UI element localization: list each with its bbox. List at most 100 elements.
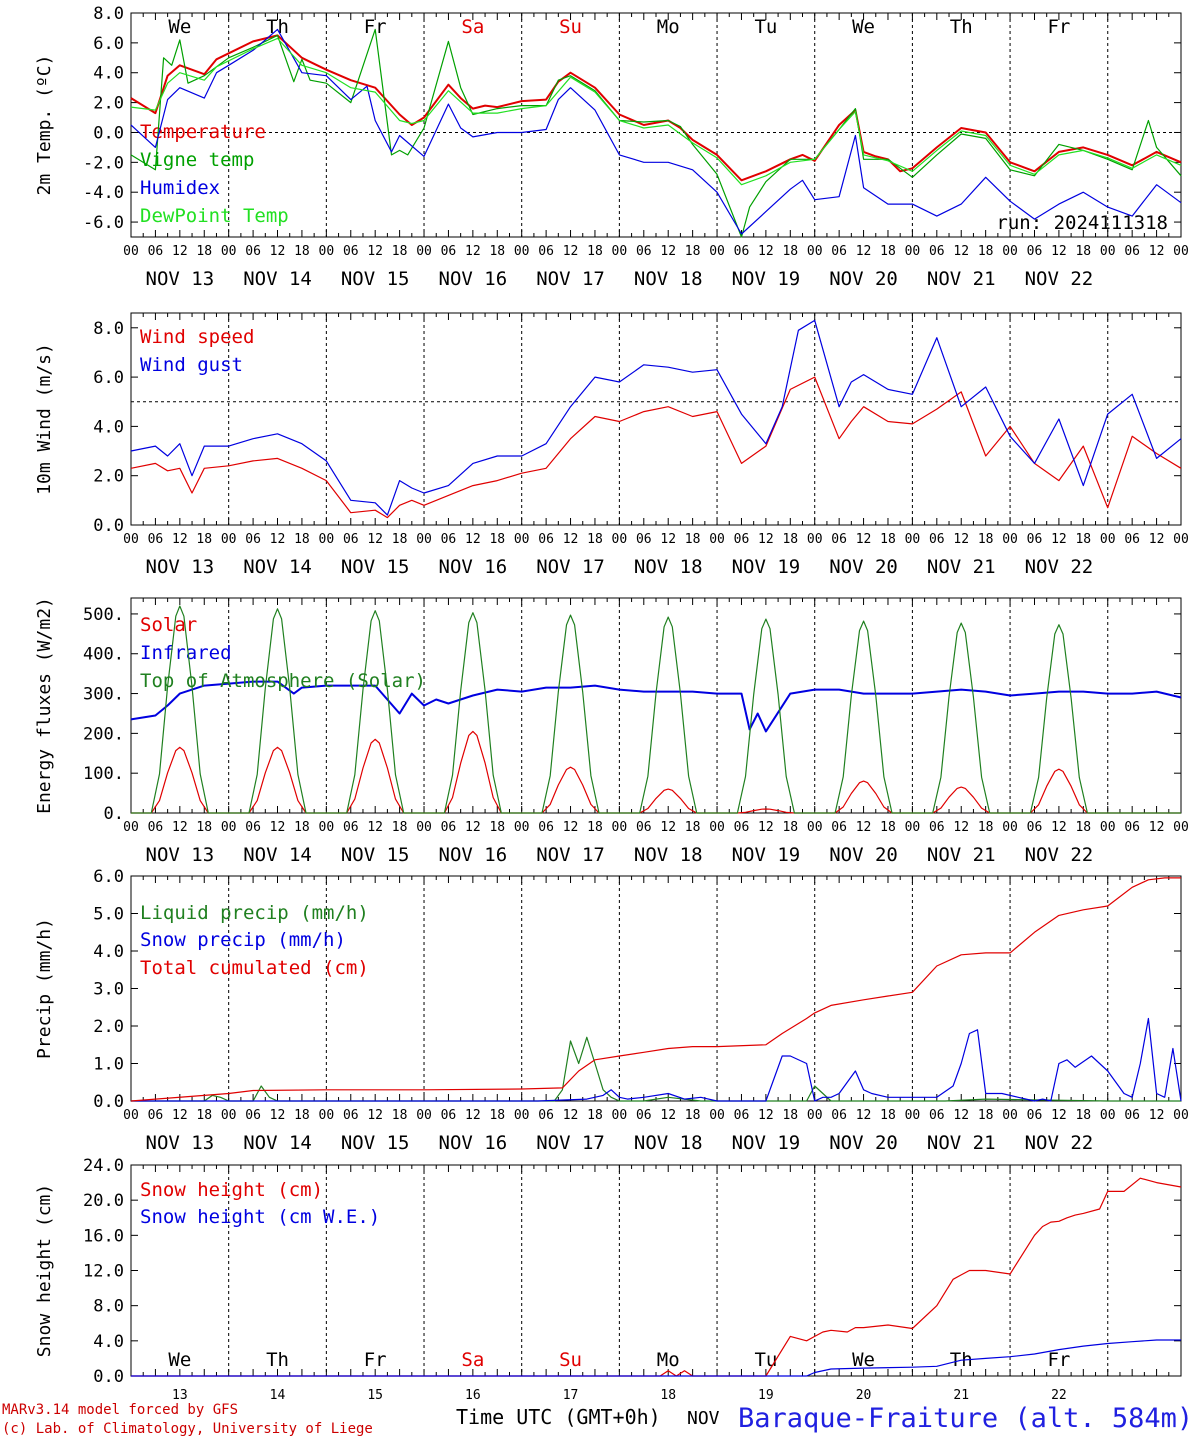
hour-tick-label: 06 [1124, 1108, 1140, 1123]
date-label: NOV 14 [243, 844, 312, 866]
hour-tick-label: 12 [758, 820, 774, 835]
hour-tick-label: 18 [587, 244, 603, 259]
hour-tick-label: 12 [367, 820, 383, 835]
weekday-label: Tu [754, 16, 777, 38]
hour-tick-label: 18 [392, 244, 408, 259]
weekday-label: Fr [364, 1349, 387, 1371]
hour-tick-label: 00 [221, 820, 237, 835]
panel-5: 24.0 20.0 16.0 12.0 8.0 4.0 0.0 Snow height (cm… [34, 1156, 1182, 1403]
series-line-dewpoint-temp [130, 37, 1182, 186]
date-label: NOV 13 [146, 1132, 215, 1154]
y-tick-label: 400. [83, 645, 124, 665]
hour-tick-label: 12 [1051, 244, 1067, 259]
hour-tick-label: 12 [660, 820, 676, 835]
y-tick-label: 0.0 [93, 123, 124, 143]
hour-tick-label: 06 [441, 820, 457, 835]
weekday-label: Su [559, 1349, 582, 1371]
hour-tick-label: 12 [367, 532, 383, 547]
legend-entry: Top of Atmosphere (Solar) [140, 670, 426, 692]
hour-tick-label: 12 [758, 532, 774, 547]
hour-tick-label: 06 [1027, 1108, 1043, 1123]
hour-tick-label: 00 [319, 820, 335, 835]
y-tick-label: 24.0 [83, 1156, 124, 1176]
day-number: 17 [563, 1388, 579, 1403]
weekday-label: Fr [1047, 1349, 1070, 1371]
y-axis-label: Energy fluxes (W/m2) [34, 597, 55, 814]
hour-tick-label: 12 [270, 244, 286, 259]
series-line-humidex [130, 28, 1182, 235]
hour-tick-label: 12 [465, 1108, 481, 1123]
hour-tick-label: 06 [343, 1108, 359, 1123]
hour-tick-label: 18 [782, 1108, 798, 1123]
hour-tick-label: 18 [489, 1108, 505, 1123]
hour-tick-label: 06 [538, 820, 554, 835]
day-number: 18 [660, 1388, 676, 1403]
date-label: NOV 22 [1025, 268, 1094, 290]
hour-tick-label: 18 [1075, 1108, 1091, 1123]
hour-tick-label: 00 [612, 532, 628, 547]
hour-tick-label: 12 [465, 532, 481, 547]
y-tick-label: 2.0 [93, 1017, 124, 1037]
hour-tick-label: 12 [1149, 244, 1165, 259]
y-tick-label: 6.0 [93, 34, 124, 54]
hour-tick-label: 18 [489, 820, 505, 835]
hour-tick-label: 12 [367, 1108, 383, 1123]
series-line-total-cumulated-cm- [130, 877, 1181, 1102]
hour-tick-label: 12 [1149, 820, 1165, 835]
hour-tick-label: 00 [221, 244, 237, 259]
date-label: NOV 22 [1025, 1132, 1094, 1154]
hour-tick-label: 06 [1027, 244, 1043, 259]
date-label: NOV 14 [243, 268, 312, 290]
date-label: NOV 21 [927, 268, 996, 290]
hour-tick-label: 00 [1173, 820, 1189, 835]
weekday-label: Sa [461, 16, 484, 38]
date-label: NOV 15 [341, 268, 410, 290]
hour-tick-label: 00 [905, 1108, 921, 1123]
weekday-label: Fr [364, 16, 387, 38]
hour-tick-label: 06 [636, 244, 652, 259]
hour-tick-label: 18 [196, 532, 212, 547]
hour-tick-label: 18 [489, 532, 505, 547]
hour-tick-label: 06 [1027, 820, 1043, 835]
hour-tick-label: 12 [953, 820, 969, 835]
y-tick-label: 6.0 [93, 867, 124, 887]
hour-tick-label: 06 [734, 244, 750, 259]
hour-tick-label: 00 [807, 820, 823, 835]
hour-tick-label: 06 [636, 820, 652, 835]
date-label: NOV 19 [732, 844, 801, 866]
hour-tick-label: 06 [441, 1108, 457, 1123]
date-label: NOV 17 [536, 844, 605, 866]
date-label: NOV 21 [927, 556, 996, 578]
weekday-label: Th [950, 16, 973, 38]
hour-tick-label: 12 [953, 1108, 969, 1123]
hour-tick-label: 06 [636, 532, 652, 547]
plot-frame [130, 312, 1182, 526]
hour-tick-label: 00 [612, 820, 628, 835]
legend-entry: Temperature [140, 121, 266, 143]
legend-entry: Vigne temp [140, 149, 254, 171]
y-tick-label: 100. [83, 764, 124, 784]
y-axis-label: 10m Wind (m/s) [34, 343, 55, 495]
y-tick-label: 2.0 [93, 467, 124, 487]
hour-tick-label: 00 [905, 820, 921, 835]
hour-tick-label: 12 [465, 820, 481, 835]
y-tick-label: 0.0 [93, 1367, 124, 1387]
series-line-snow-precip-mm-h- [131, 1017, 1182, 1102]
hour-tick-label: 06 [441, 244, 457, 259]
model-credit: MARv3.14 model forced by GFS [2, 1402, 238, 1418]
hour-tick-label: 18 [294, 244, 310, 259]
date-label: NOV 20 [829, 268, 898, 290]
legend-entry: Infrared [140, 642, 232, 664]
legend-entry: Snow precip (mm/h) [140, 929, 346, 951]
panel-3: 500. 400. 300. 200. 100. 0. Energy fluxes (W/m… [34, 597, 1189, 866]
hour-tick-label: 12 [1149, 532, 1165, 547]
hour-tick-label: 12 [856, 1108, 872, 1123]
hour-tick-label: 18 [1075, 820, 1091, 835]
date-label: NOV 22 [1025, 844, 1094, 866]
date-label: NOV 14 [243, 1132, 312, 1154]
hour-tick-label: 00 [123, 820, 139, 835]
y-tick-label: -6.0 [83, 213, 124, 233]
hour-tick-label: 18 [196, 244, 212, 259]
hour-tick-label: 12 [660, 532, 676, 547]
